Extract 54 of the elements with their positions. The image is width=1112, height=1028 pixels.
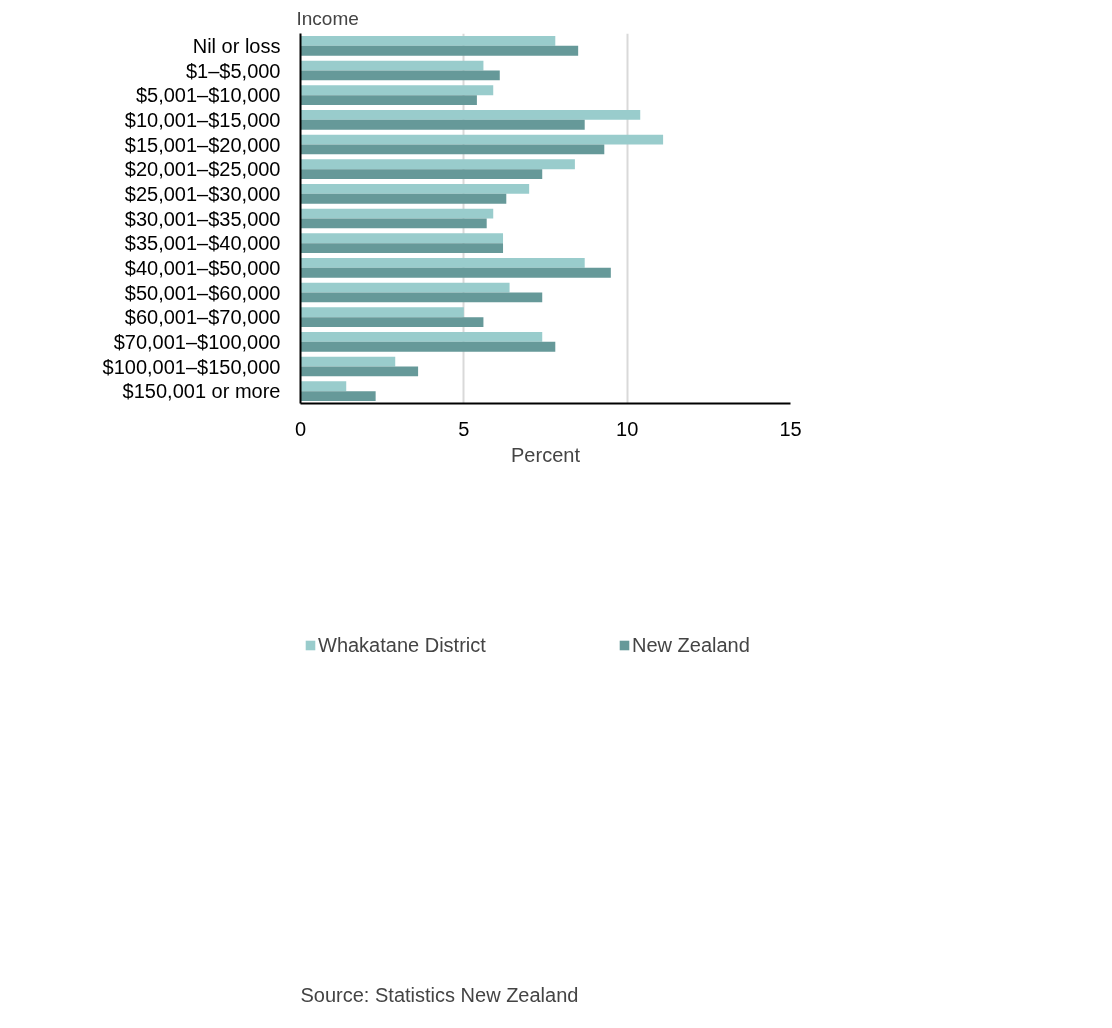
- y-axis-title: Income: [296, 7, 359, 29]
- bar: [300, 183, 530, 194]
- bar: [300, 341, 556, 352]
- y-tick-label: $10,001–$15,000: [124, 108, 281, 131]
- y-tick-label: $30,001–$35,000: [124, 207, 281, 230]
- y-tick-label: $20,001–$25,000: [124, 158, 281, 181]
- bar: [300, 381, 347, 392]
- bar: [300, 243, 504, 254]
- x-tick-label: 10: [616, 417, 639, 440]
- bar: [300, 45, 579, 56]
- bar: [300, 159, 575, 170]
- x-axis-title: Percent: [511, 443, 581, 466]
- bar: [300, 70, 500, 81]
- bar: [300, 109, 641, 120]
- bar: [300, 317, 484, 328]
- bar: [300, 292, 543, 303]
- y-tick-label: Nil or loss: [192, 34, 281, 57]
- y-tick-label: $50,001–$60,000: [124, 281, 281, 304]
- bar: [300, 267, 611, 278]
- bar: [300, 193, 507, 204]
- y-tick-label: $25,001–$30,000: [124, 182, 281, 205]
- y-tick-label: $5,001–$10,000: [135, 84, 281, 107]
- y-tick-label: $60,001–$70,000: [124, 306, 281, 329]
- y-tick-label: $40,001–$50,000: [124, 256, 281, 279]
- legend-label: New Zealand: [632, 633, 751, 657]
- y-tick-label: $35,001–$40,000: [124, 232, 281, 255]
- bar: [300, 144, 605, 155]
- bar: [300, 391, 376, 402]
- bar: [300, 134, 664, 145]
- y-tick-label: $15,001–$20,000: [124, 133, 281, 156]
- bar: [300, 257, 585, 268]
- x-tick-label: 15: [779, 417, 802, 440]
- bar: [300, 307, 464, 318]
- source-note: Source: Statistics New Zealand: [300, 983, 579, 1006]
- bar: [300, 331, 543, 342]
- x-tick-label: 5: [458, 417, 470, 440]
- bar: [300, 95, 477, 106]
- bar: [300, 35, 556, 46]
- bar: [300, 85, 494, 96]
- bar: [300, 169, 543, 180]
- bar: [300, 282, 510, 293]
- y-tick-label: $150,001 or more: [122, 380, 281, 403]
- bar: [300, 218, 487, 229]
- bar: [300, 208, 494, 219]
- bar: [300, 356, 396, 367]
- bar: [300, 60, 484, 71]
- legend-label: Whakatane District: [318, 633, 487, 657]
- y-tick-label: $100,001–$150,000: [102, 355, 281, 378]
- bar: [300, 366, 419, 377]
- x-tick-label: 0: [294, 417, 307, 440]
- y-tick-label: $70,001–$100,000: [113, 330, 281, 353]
- bar: [300, 119, 585, 130]
- y-tick-label: $1–$5,000: [185, 59, 281, 82]
- bar: [300, 233, 504, 244]
